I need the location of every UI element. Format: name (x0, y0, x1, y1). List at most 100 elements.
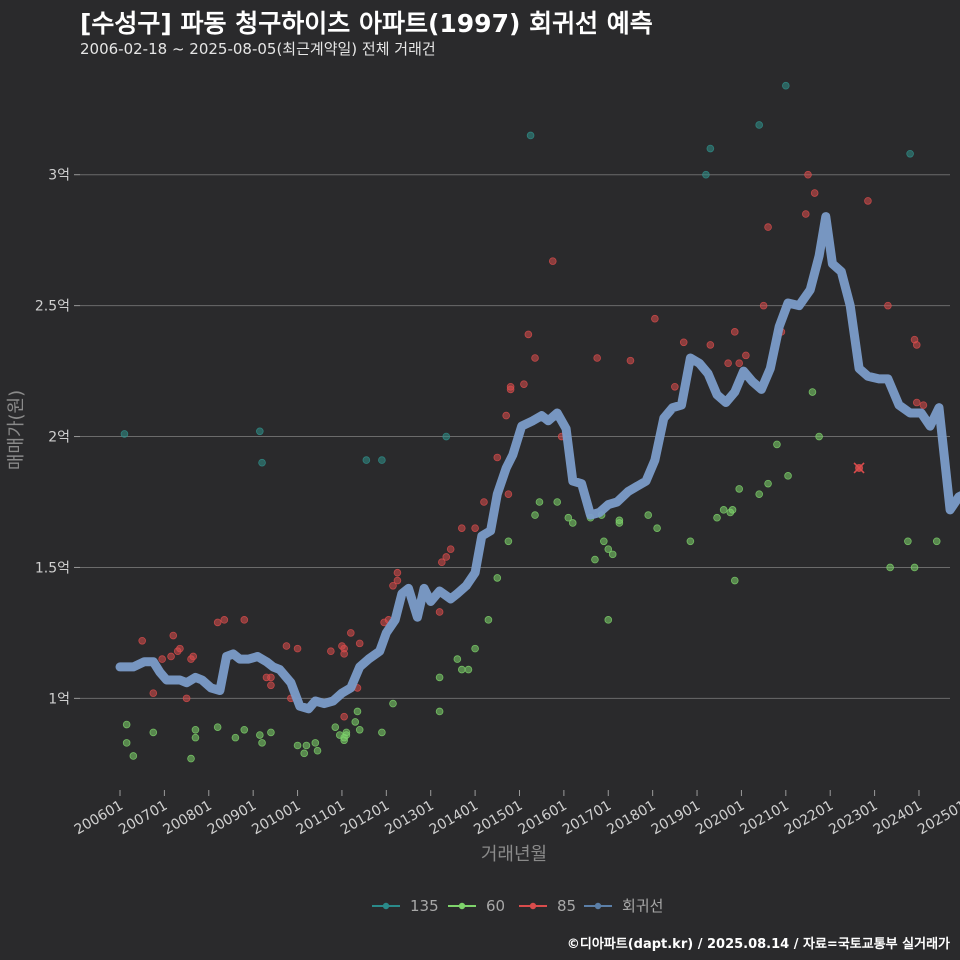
data-point-60 (389, 699, 397, 708)
data-point-60 (191, 725, 200, 734)
data-point-60 (755, 490, 763, 498)
data-point-85 (340, 650, 348, 658)
data-point-60 (191, 733, 200, 742)
data-point-85 (393, 568, 402, 577)
x-axis-ticks: 2006012007012008012009012010012011012012… (72, 790, 960, 838)
data-point-135 (702, 170, 710, 179)
x-tick-label: 201801 (604, 798, 658, 839)
x-tick-label: 202001 (693, 798, 747, 839)
x-tick-label: 202501 (915, 798, 960, 839)
data-point-135 (906, 149, 914, 158)
x-tick-label: 202201 (782, 798, 836, 839)
data-point-60 (719, 506, 728, 514)
data-point-85 (864, 197, 872, 205)
data-point-60 (932, 537, 941, 546)
legend-swatch-dot (382, 902, 390, 910)
data-point-85 (504, 490, 513, 498)
latest-x-mark (853, 462, 865, 474)
legend-item-회귀선[interactable]: 회귀선 (584, 897, 663, 915)
data-point-85 (389, 581, 397, 590)
data-point-85 (438, 558, 446, 567)
data-point-85 (480, 498, 488, 506)
y-axis-ticks: 1억 1.5억 2억 2.5억 3억 (35, 168, 80, 707)
data-point-85 (446, 545, 455, 553)
data-point-60 (240, 725, 249, 734)
data-point-60 (644, 511, 653, 519)
data-point-60 (342, 731, 351, 739)
data-point-60 (815, 432, 823, 441)
data-point-60 (568, 519, 577, 527)
data-point-60 (564, 513, 573, 522)
grid-layer (80, 174, 950, 699)
data-point-85 (189, 652, 198, 661)
data-point-60 (129, 752, 138, 760)
data-point-85 (493, 453, 502, 462)
legend-swatch-dot (458, 902, 466, 910)
data-point-135 (526, 131, 535, 140)
data-point-60 (213, 723, 222, 731)
legend-label: 60 (486, 897, 505, 915)
latest-marker-layer (853, 462, 865, 474)
data-point-60 (904, 537, 912, 546)
data-point-60 (378, 728, 386, 737)
x-tick-label: 201001 (249, 798, 303, 839)
data-point-60 (713, 513, 721, 522)
data-point-60 (353, 707, 362, 716)
legend-item-85[interactable]: 85 (519, 897, 576, 915)
x-tick-label: 200801 (160, 798, 214, 839)
data-point-85 (176, 644, 184, 653)
data-point-60 (730, 576, 739, 585)
chart-subtitle: 2006-02-18 ~ 2025-08-05(최근계약일) 전체 거래건 (80, 40, 436, 58)
regression-line (115, 212, 960, 714)
data-point-85 (742, 351, 750, 360)
x-tick-label: 202301 (826, 798, 880, 839)
data-point-60 (311, 739, 320, 747)
x-tick-label: 201601 (516, 798, 570, 839)
data-point-85 (167, 652, 175, 661)
data-point-85 (240, 616, 249, 624)
data-point-60 (471, 644, 479, 653)
data-point-60 (231, 733, 240, 742)
data-point-85 (138, 636, 146, 645)
x-tick-label: 200901 (205, 798, 259, 839)
data-point-60 (591, 555, 599, 564)
legend-item-135[interactable]: 135 (372, 897, 439, 915)
legend-swatch-dot (529, 902, 537, 910)
data-point-85 (502, 411, 510, 420)
data-point-60 (531, 511, 539, 519)
data-point-85 (327, 647, 335, 656)
x-tick-label: 202101 (738, 798, 792, 839)
data-point-135 (706, 144, 715, 153)
data-point-85 (471, 524, 479, 532)
y-tick-label: 1억 (48, 691, 70, 707)
data-point-85 (651, 314, 659, 323)
x-tick-label: 202401 (871, 798, 925, 839)
data-point-60 (886, 563, 894, 572)
data-point-85 (671, 382, 679, 391)
data-point-60 (604, 545, 613, 553)
y-tick-label: 3억 (48, 168, 70, 184)
x-tick-label: 200701 (116, 798, 170, 839)
data-point-85 (730, 328, 739, 336)
data-point-85 (520, 380, 528, 388)
data-point-85 (724, 359, 732, 368)
x-axis-title: 거래년월 (481, 844, 547, 865)
legend-item-60[interactable]: 60 (448, 897, 505, 915)
x-tick-label: 201201 (338, 798, 392, 839)
data-point-85 (169, 631, 178, 640)
data-point-85 (524, 330, 533, 339)
data-point-60 (122, 720, 131, 729)
data-point-60 (615, 516, 624, 525)
data-point-85 (267, 673, 275, 682)
data-point-85 (340, 712, 348, 721)
data-point-60 (773, 440, 781, 449)
data-point-135 (258, 458, 266, 467)
data-point-135 (120, 430, 129, 438)
data-point-85 (884, 301, 892, 310)
data-point-60 (457, 665, 466, 674)
data-point-60 (187, 754, 195, 763)
data-point-60 (735, 485, 744, 493)
data-point-60 (435, 707, 444, 716)
x-tick-label: 201301 (382, 798, 436, 839)
data-point-85 (457, 524, 466, 532)
